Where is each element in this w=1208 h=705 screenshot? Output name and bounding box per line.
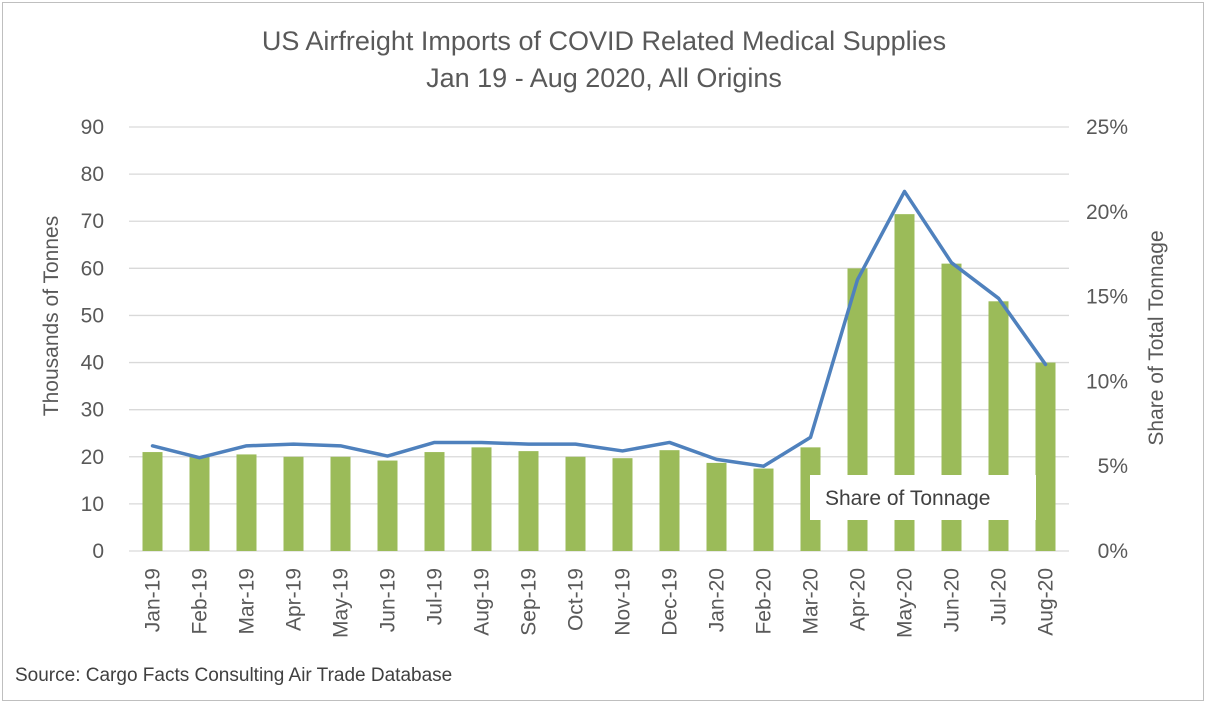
x-tick-label: Mar-19	[236, 568, 259, 635]
y-tick-label: 40	[81, 352, 104, 375]
x-tick-label: Nov-19	[612, 568, 635, 636]
y2-tick-label: 0%	[1098, 540, 1128, 563]
x-tick-label: Jun-20	[941, 568, 964, 632]
x-tick-label: Sep-19	[518, 568, 541, 636]
bar	[565, 456, 586, 551]
bar	[753, 468, 774, 551]
x-tick-label: Feb-19	[189, 568, 212, 635]
x-tick-label: May-19	[330, 568, 353, 638]
y-tick-label: 50	[81, 304, 104, 327]
chart-title: US Airfreight Imports of COVID Related M…	[262, 26, 946, 56]
x-tick-label: Dec-19	[659, 568, 682, 636]
x-tick-label: Jul-19	[424, 568, 447, 625]
x-tick-label: Mar-20	[800, 568, 823, 635]
chart-subtitle: Jan 19 - Aug 2020, All Origins	[426, 63, 782, 93]
y2-tick-label: 5%	[1098, 455, 1128, 478]
bar	[377, 460, 398, 551]
y-tick-label: 90	[81, 116, 104, 139]
bar	[612, 458, 633, 551]
y-tick-label: 20	[81, 446, 104, 469]
y2-tick-label: 15%	[1086, 286, 1128, 309]
x-tick-label: Jun-19	[377, 568, 400, 632]
bar	[518, 451, 539, 551]
y-tick-label: 70	[81, 210, 104, 233]
x-tick-label: Oct-19	[565, 568, 588, 631]
bar	[1035, 362, 1056, 551]
x-tick-label: Apr-19	[283, 568, 306, 631]
y-tick-label: 60	[81, 257, 104, 280]
x-axis-ticks: Jan-19 Feb-19 Mar-19 Apr-19 May-19 Jun-19 Jul-…	[142, 568, 1058, 638]
y2-tick-label: 20%	[1086, 201, 1128, 224]
bar	[236, 454, 257, 551]
y2-tick-label: 25%	[1086, 116, 1128, 139]
right-axis-ticks: 0% 5% 10% 15% 20% 25%	[1086, 116, 1128, 563]
x-tick-label: Jan-20	[706, 568, 729, 632]
y-tick-label: 0	[92, 540, 104, 563]
x-tick-label: Jul-20	[988, 568, 1011, 625]
y2-axis-title: Share of Total Tonnage	[1145, 230, 1168, 445]
bar	[283, 456, 304, 551]
y-tick-label: 30	[81, 399, 104, 422]
x-tick-label: May-20	[894, 568, 917, 638]
x-tick-label: Feb-20	[753, 568, 776, 635]
x-tick-label: Apr-20	[847, 568, 870, 631]
y-tick-label: 80	[81, 163, 104, 186]
y-tick-label: 10	[81, 493, 104, 516]
left-axis-ticks: 0 10 20 30 40 50 60 70 80 90	[81, 116, 104, 563]
bar	[424, 452, 445, 551]
source-note: Source: Cargo Facts Consulting Air Trade…	[15, 665, 452, 686]
bar	[659, 450, 680, 551]
share-line-series	[150, 189, 1048, 468]
annotation-label: Share of Tonnage	[825, 487, 990, 510]
bar	[142, 452, 163, 551]
bar	[471, 447, 492, 551]
bar	[189, 456, 210, 551]
bar	[706, 462, 727, 551]
y2-tick-label: 10%	[1086, 370, 1128, 393]
x-tick-label: Jan-19	[142, 568, 165, 632]
y-axis-title: Thousands of Tonnes	[40, 216, 63, 416]
annotation-box: Share of Tonnage	[810, 475, 1036, 520]
x-tick-label: Aug-20	[1035, 568, 1058, 636]
bar	[330, 456, 351, 551]
bar	[894, 214, 915, 551]
share-line	[150, 189, 1048, 468]
x-tick-label: Aug-19	[471, 568, 494, 636]
